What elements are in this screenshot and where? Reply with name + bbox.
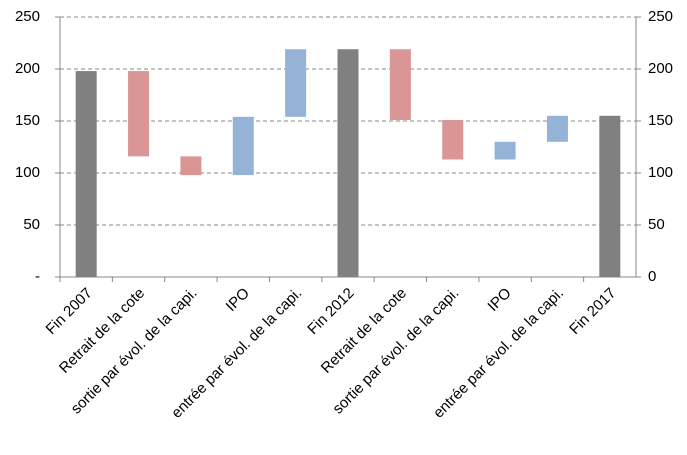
y2-tick-label: 0 [648,268,656,285]
y2-tick-label: 50 [648,216,665,233]
bar [494,141,516,160]
bar [75,71,97,277]
y-tick-label: 50 [23,216,40,233]
y2-tick-label: 200 [648,60,673,77]
y-tick-label: 100 [15,164,40,181]
bar [180,156,202,176]
bar [389,49,411,120]
bar [546,115,568,142]
x-tick-label: Fin 2017 [566,285,619,338]
bar [599,115,621,277]
y-tick-label: 150 [15,112,40,129]
bar [285,49,307,117]
x-tick-label: IPO [484,285,514,315]
bar [442,119,464,160]
y2-tick-label: 250 [648,8,673,25]
y2-tick-label: 150 [648,112,673,129]
y2-tick-label: 100 [648,164,673,181]
x-tick-label: Fin 2012 [304,285,357,338]
bar [337,49,359,277]
bar [232,116,254,176]
y-tick-label: - [35,268,40,285]
x-tick-label: IPO [223,285,253,315]
bar [128,71,150,157]
y-tick-label: 250 [15,8,40,25]
y-tick-label: 200 [15,60,40,77]
x-tick-label: Fin 2007 [43,285,96,338]
